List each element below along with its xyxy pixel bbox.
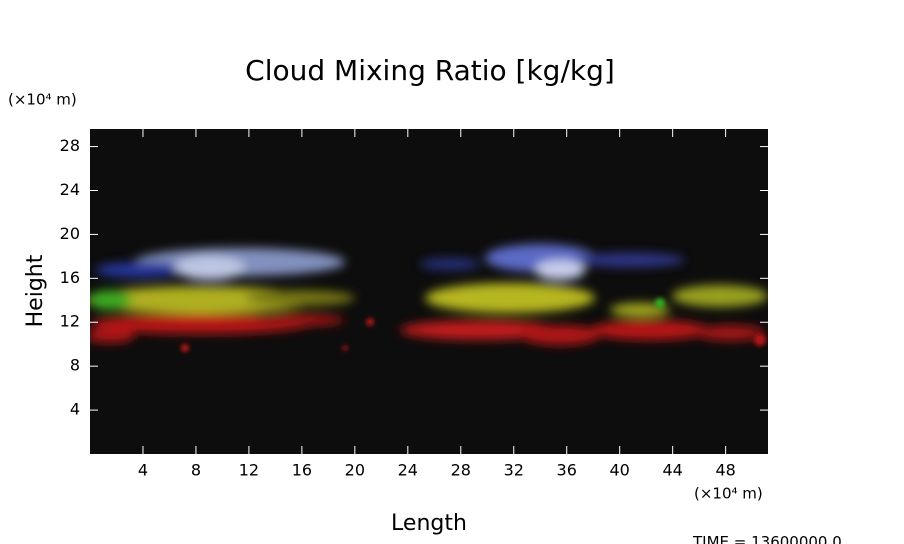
y-axis-label: Height — [23, 254, 48, 327]
x-tick-label: 24 — [398, 461, 418, 480]
x-tick-label: 4 — [138, 461, 148, 480]
y-tick-label: 16 — [60, 268, 80, 287]
x-axis-label: Length — [391, 511, 467, 536]
y-tick-label: 28 — [60, 136, 80, 155]
y-tick-label: 24 — [60, 180, 80, 199]
cloud-render — [90, 244, 768, 352]
y-tick-label: 4 — [70, 400, 80, 419]
x-tick-label: 48 — [715, 461, 735, 480]
y-unit: (×10⁴ m) — [8, 91, 77, 109]
x-tick-label: 12 — [239, 461, 259, 480]
x-tick-label: 28 — [451, 461, 471, 480]
x-tick-label: 16 — [292, 461, 312, 480]
time-label: TIME = 13600000.0 — [692, 533, 842, 544]
y-tick-label: 8 — [70, 356, 80, 375]
x-tick-label: 32 — [504, 461, 524, 480]
x-tick-label: 40 — [610, 461, 630, 480]
x-unit: (×10⁴ m) — [694, 485, 763, 503]
x-tick-label: 44 — [662, 461, 682, 480]
y-tick-label: 20 — [60, 224, 80, 243]
chart-title: Cloud Mixing Ratio [kg/kg] — [245, 54, 615, 87]
x-tick-label: 36 — [557, 461, 577, 480]
y-tick-label: 12 — [60, 312, 80, 331]
x-tick-label: 20 — [345, 461, 365, 480]
x-tick-label: 8 — [191, 461, 201, 480]
